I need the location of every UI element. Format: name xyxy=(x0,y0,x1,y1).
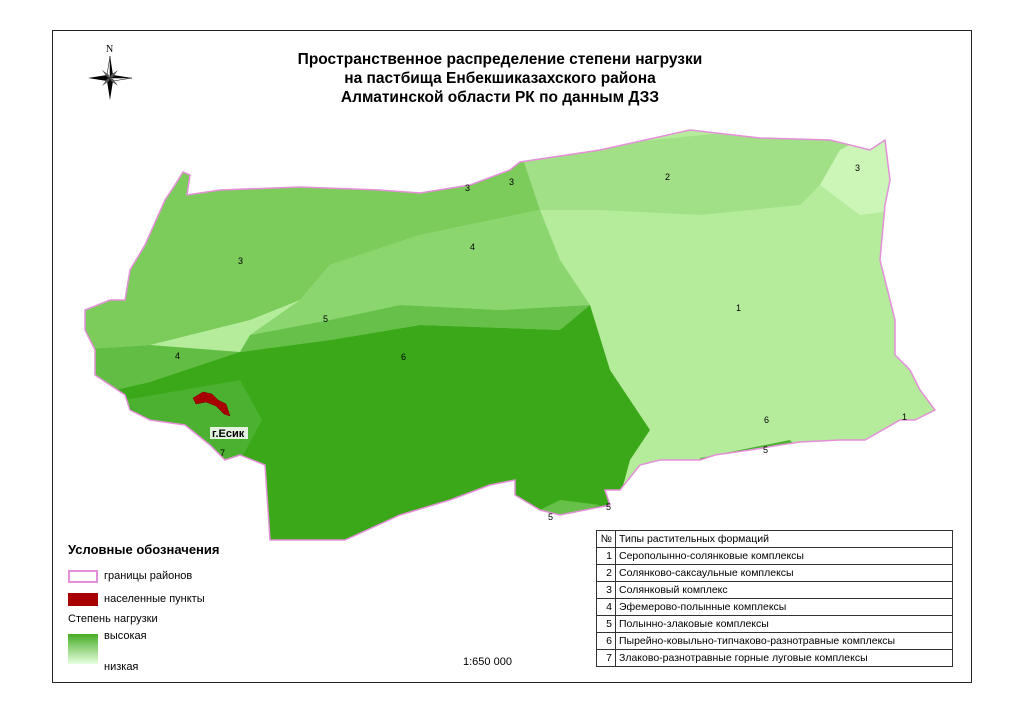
zone-3-west xyxy=(85,150,540,350)
north-label: N xyxy=(106,44,113,55)
legend-title: Условные обозначения xyxy=(68,542,220,557)
load-gradient-swatch xyxy=(68,634,98,664)
zone-label: 5 xyxy=(323,314,328,324)
zone-7 xyxy=(125,380,262,470)
zone-label: 5 xyxy=(763,445,768,455)
row-name: Солянковый комплекс xyxy=(615,581,953,599)
title-line: Пространственное распределение степени н… xyxy=(297,51,703,68)
table-header: № Типы растительных формаций xyxy=(596,530,953,548)
zone-label: 5 xyxy=(548,512,553,522)
zone-label: 2 xyxy=(665,172,670,182)
zone-2 xyxy=(505,130,900,215)
zone-label: 4 xyxy=(175,351,180,361)
boundary-swatch xyxy=(68,569,98,583)
table-row: 7 Злаково-разнотравные горные луговые ком… xyxy=(596,649,953,667)
row-num: 6 xyxy=(596,632,616,650)
zone-5 xyxy=(240,305,590,352)
table-row: 3 Солянковый комплекс xyxy=(596,581,953,599)
row-name: Солянково-саксаульные комплексы xyxy=(615,564,953,582)
zone-label: 6 xyxy=(764,415,769,425)
legend-label: границы районов xyxy=(104,569,193,582)
row-name: Злаково-разнотравные горные луговые комп… xyxy=(615,649,953,667)
row-name: Полынно-злаковые комплексы xyxy=(615,615,953,633)
table-row: 6 Пырейно-ковыльно-типчаково-разнотравные… xyxy=(596,632,953,650)
city-label-halo xyxy=(210,427,248,439)
zone-label: 1 xyxy=(902,412,907,422)
legend-item-settlements: населенные пункты xyxy=(68,589,219,609)
load-labels: высокая низкая xyxy=(104,630,147,674)
table-row: 5 Полынно-злаковые комплексы xyxy=(596,615,953,633)
legend-label: населенные пункты xyxy=(104,592,205,605)
zone-4 xyxy=(250,210,590,335)
vegetation-table: № Типы растительных формаций 1 Серополынн… xyxy=(596,530,953,667)
table-row: 1 Серополынно-солянковые комплексы xyxy=(596,547,953,565)
table-row: 2 Солянково-саксаульные комплексы xyxy=(596,564,953,582)
zone-label: 7 xyxy=(220,448,225,458)
zone-labels: 1 1 2 3 3 3 3 4 4 5 5 5 5 6 6 7 xyxy=(175,163,907,522)
settlement-esik[interactable] xyxy=(192,391,231,417)
zone-label: 3 xyxy=(465,183,470,193)
city-label: г.Есик xyxy=(212,428,245,440)
title-line: на пастбища Енбекшиказахского района xyxy=(344,70,656,87)
map-frame xyxy=(52,30,972,683)
compass-rose-icon: N xyxy=(88,44,133,100)
pasture-zones xyxy=(85,130,935,540)
zone-label: 3 xyxy=(855,163,860,173)
load-title: Степень нагрузки xyxy=(68,613,158,625)
row-num: 4 xyxy=(596,598,616,616)
low-label: низкая xyxy=(104,661,139,673)
row-num: 5 xyxy=(596,615,616,633)
row-name: Эфемерово-полынные комплексы xyxy=(615,598,953,616)
title-line: Алматинской области РК по данным ДЗЗ xyxy=(340,89,660,106)
scale-text: 1:650 000 xyxy=(463,656,512,668)
legend: Условные обозначения границы районов нас… xyxy=(68,542,219,674)
zone-label: 3 xyxy=(238,256,243,266)
row-num: 3 xyxy=(596,581,616,599)
zone-label: 6 xyxy=(401,352,406,362)
row-num: 2 xyxy=(596,564,616,582)
row-name: Серополынно-солянковые комплексы xyxy=(615,547,953,565)
settlement-swatch xyxy=(68,592,98,606)
zone-label: 3 xyxy=(509,177,514,187)
row-num: 7 xyxy=(596,649,616,667)
legend-item-boundaries: границы районов xyxy=(68,566,219,586)
map-title: Пространственное распределение степени н… xyxy=(240,50,760,107)
high-label: высокая xyxy=(104,630,147,642)
zone-label: 1 xyxy=(736,303,741,313)
row-num: 1 xyxy=(596,547,616,565)
header-name: Типы растительных формаций xyxy=(615,530,953,548)
zone-label: 5 xyxy=(606,502,611,512)
load-gradient-row: высокая низкая xyxy=(68,630,219,674)
header-num: № xyxy=(596,530,616,548)
row-name: Пырейно-ковыльно-типчаково-разнотравные … xyxy=(615,632,953,650)
zone-label: 4 xyxy=(470,242,475,252)
table-row: 4 Эфемерово-полынные комплексы xyxy=(596,598,953,616)
